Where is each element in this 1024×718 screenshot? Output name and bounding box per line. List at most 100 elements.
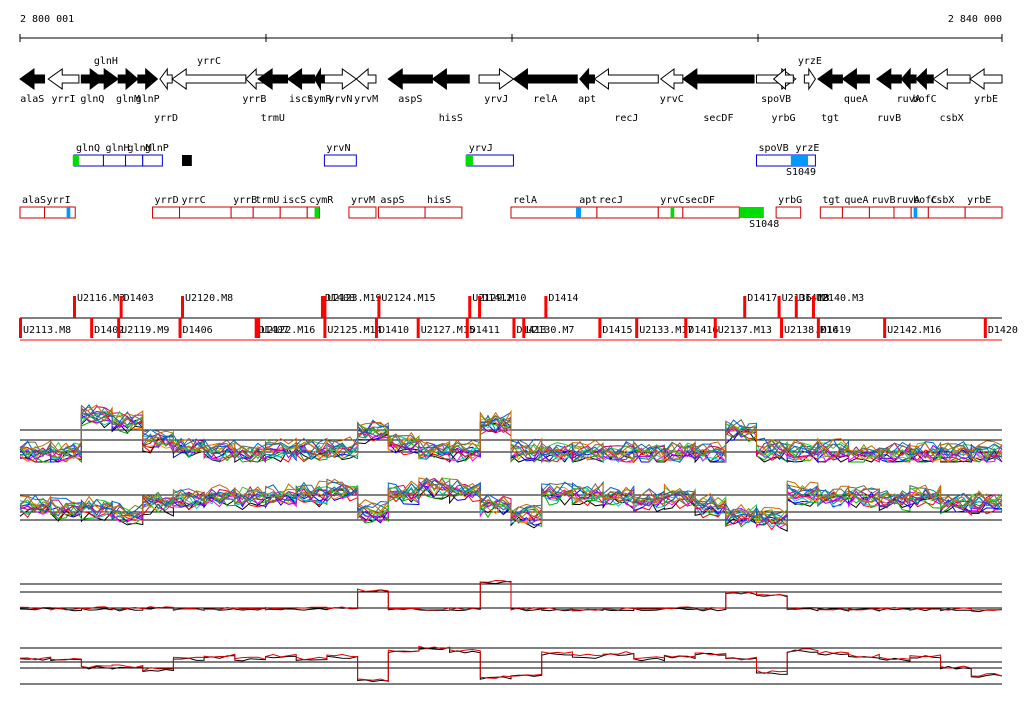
operon-box-secDF	[682, 206, 740, 219]
operon-box-csbX	[927, 206, 966, 219]
operon-label-glnP: glnP	[145, 143, 169, 154]
segment-marker	[117, 318, 121, 338]
segment-label: D1403	[124, 293, 154, 304]
gene-label-secDF: secDF	[703, 113, 733, 124]
operon-label-yrbG: yrbG	[778, 195, 802, 206]
operon-box-ruvB	[868, 206, 895, 219]
segment-label: U2116.M3	[77, 293, 125, 304]
gene-arrow-yrbG	[772, 67, 794, 91]
operon-label-queA: queA	[844, 195, 868, 206]
operon-box-glnP	[142, 154, 163, 167]
gene-arrow-ruvA	[900, 67, 917, 91]
gene-label-yrbG: yrbG	[771, 113, 795, 124]
operon-label-yrbE: yrbE	[967, 195, 991, 206]
gene-label-yrrI: yrrI	[52, 94, 76, 105]
segment-label: U2137.M13	[718, 325, 772, 336]
gene-label-yrrD: yrrD	[154, 113, 178, 124]
operon-box-yrrB	[230, 206, 254, 219]
segment-label: U2119.M9	[121, 325, 169, 336]
expression-series-line	[19, 477, 1003, 519]
operon-marker-blue	[66, 207, 71, 218]
operon-box-yrvC	[657, 206, 684, 219]
axis-ticks	[19, 34, 1003, 42]
gene-arrow-apt	[579, 67, 595, 91]
operon-label-ruvA: ruvA	[896, 195, 920, 206]
segment-label: D1411	[470, 325, 500, 336]
operon-label-yrrI: yrrI	[47, 195, 71, 206]
segment-marker	[323, 318, 327, 338]
segment-marker	[320, 296, 324, 318]
segment-marker	[794, 296, 798, 318]
segment-marker	[598, 318, 602, 338]
segment-label: U2113.M8	[23, 325, 71, 336]
expression-series-line	[19, 404, 1003, 458]
expression-series-line	[19, 646, 1003, 683]
segment-marker	[377, 296, 381, 318]
gene-arrow-cymR	[314, 67, 325, 91]
segment-label: D1413	[516, 325, 546, 336]
operon-label-aspS: aspS	[380, 195, 404, 206]
operon-box-relA	[510, 206, 578, 219]
operon-box-iscS	[279, 206, 308, 219]
segment-marker	[684, 318, 688, 338]
segment-label: D1415	[602, 325, 632, 336]
sigma-factor-label: S1049	[786, 167, 816, 178]
segment-label: U2127.M15	[421, 325, 475, 336]
operon-label-secDF: secDF	[685, 195, 715, 206]
segment-label: D1410	[379, 325, 409, 336]
gene-arrow-yrzE	[803, 67, 817, 91]
gene-label-spoVB: spoVB	[761, 94, 791, 105]
gene-arrow-yrvJ	[478, 68, 515, 90]
gene-label-glnM: glnM	[116, 94, 140, 105]
segment-marker	[983, 318, 987, 338]
gene-label-glnP: glnP	[136, 94, 160, 105]
expression-series-line	[19, 579, 1003, 612]
operon-label-spoVB: spoVB	[758, 143, 788, 154]
segment-label: D1417	[747, 293, 777, 304]
operon-box-aspS	[377, 206, 426, 219]
gene-arrow-yrvN	[323, 68, 358, 90]
segment-marker	[465, 318, 469, 338]
segment-marker	[257, 318, 261, 338]
operon-label-tgt: tgt	[822, 195, 840, 206]
gene-label-tgt: tgt	[821, 113, 839, 124]
operon-box-yrbE	[964, 206, 1003, 219]
gene-arrow-yrvC	[659, 67, 684, 91]
segment-label: U2136.M3	[782, 293, 830, 304]
gene-label-yrrB: yrrB	[242, 94, 266, 105]
gene-label-ruvA: ruvA	[897, 94, 921, 105]
gene-arrow-glnM	[117, 67, 139, 91]
segment-marker	[19, 318, 22, 338]
gene-arrow-yrrB	[245, 67, 264, 91]
gene-arrow-hisS	[431, 68, 470, 90]
gene-label-trmU: trmU	[261, 113, 285, 124]
segment-marker	[743, 296, 747, 318]
segment-marker	[713, 318, 717, 338]
operon-box-queA	[841, 206, 870, 219]
segment-marker	[178, 318, 182, 338]
segment-marker	[780, 318, 784, 338]
gene-label-yrvC: yrvC	[660, 94, 684, 105]
operon-label-glnM: glnM	[128, 143, 152, 154]
segment-label: D1407	[259, 325, 289, 336]
segment-label: U2125.M14	[327, 325, 381, 336]
segment-label: U2129.M10	[472, 293, 526, 304]
operon-box-ruvA	[893, 206, 912, 219]
gene-label-alaS: alaS	[20, 94, 44, 105]
segment-label: U2142.M16	[887, 325, 941, 336]
segment-marker	[323, 296, 327, 318]
expression-series-line	[19, 645, 1003, 683]
segment-marker	[374, 318, 378, 338]
gene-label-yrvN: yrvN	[328, 94, 352, 105]
gene-label-iscS: iscS	[289, 94, 313, 105]
operon-box-yrrI	[44, 206, 76, 219]
expression-panel-plus-all	[19, 404, 1003, 464]
operon-label-yrvN: yrvN	[326, 143, 350, 154]
expression-panel-plus-summary	[19, 579, 1003, 613]
operon-box-glnM	[125, 154, 144, 167]
gene-arrow-yrbE	[969, 68, 1003, 90]
gene-arrow-yrrD	[159, 67, 173, 91]
